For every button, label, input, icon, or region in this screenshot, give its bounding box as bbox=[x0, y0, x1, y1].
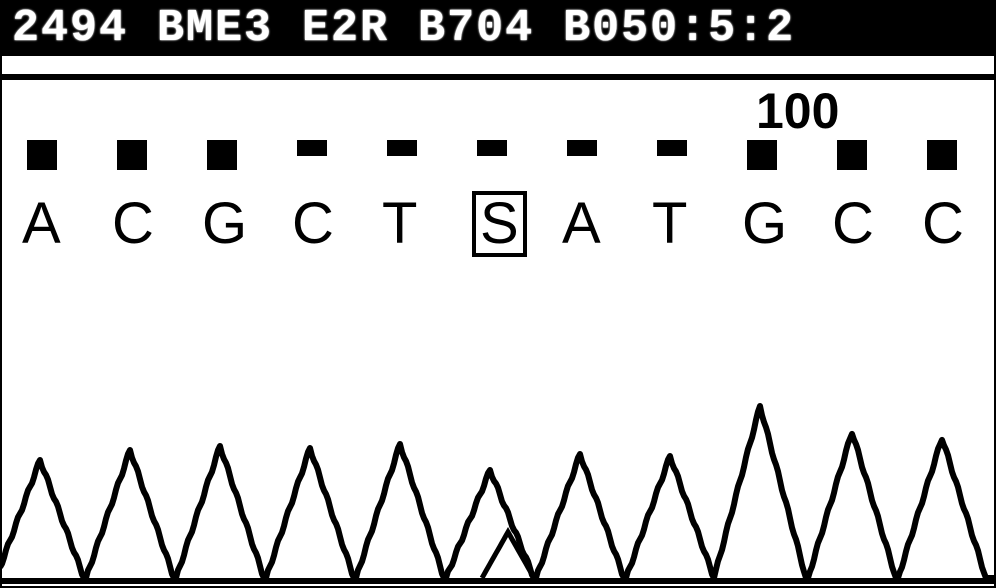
base-letter: C bbox=[292, 191, 334, 256]
quality-tick bbox=[117, 140, 147, 170]
trace-baseline bbox=[0, 578, 996, 584]
chromatogram-frame: 2494 BME3 E2R B704 B050:5:2 100 ACGCTSAT… bbox=[0, 0, 996, 588]
quality-tick bbox=[27, 140, 57, 170]
quality-tick bbox=[477, 140, 507, 156]
base-call: C bbox=[112, 190, 154, 257]
trace-svg bbox=[0, 372, 996, 584]
quality-tick bbox=[837, 140, 867, 170]
base-letter: G bbox=[202, 191, 247, 256]
base-letter: S bbox=[472, 191, 527, 257]
quality-tick bbox=[207, 140, 237, 170]
divider bbox=[0, 74, 996, 80]
base-row: ACGCTSATGCC bbox=[0, 190, 996, 260]
quality-tick bbox=[387, 140, 417, 156]
trace-area bbox=[0, 372, 996, 584]
base-call: G bbox=[202, 190, 247, 257]
base-letter: C bbox=[112, 191, 154, 256]
base-call: C bbox=[292, 190, 334, 257]
base-call: T bbox=[382, 190, 417, 257]
base-call: C bbox=[922, 190, 964, 257]
base-call: C bbox=[832, 190, 874, 257]
base-letter: A bbox=[22, 191, 61, 256]
sample-title: 2494 BME3 E2R B704 B050:5:2 bbox=[12, 3, 795, 54]
base-call: T bbox=[652, 190, 687, 257]
base-letter: T bbox=[382, 191, 417, 256]
base-call-ambiguous: S bbox=[472, 190, 527, 257]
quality-tick bbox=[657, 140, 687, 156]
base-call: A bbox=[22, 190, 61, 257]
base-call: A bbox=[562, 190, 601, 257]
quality-tick bbox=[747, 140, 777, 170]
quality-tick bbox=[567, 140, 597, 156]
base-letter: G bbox=[742, 191, 787, 256]
quality-tick bbox=[297, 140, 327, 156]
position-label: 100 bbox=[756, 82, 839, 140]
base-letter: C bbox=[832, 191, 874, 256]
quality-tick bbox=[927, 140, 957, 170]
base-letter: A bbox=[562, 191, 601, 256]
base-letter: C bbox=[922, 191, 964, 256]
base-call: G bbox=[742, 190, 787, 257]
base-letter: T bbox=[652, 191, 687, 256]
tick-row bbox=[0, 140, 996, 185]
title-bar: 2494 BME3 E2R B704 B050:5:2 bbox=[0, 0, 996, 56]
